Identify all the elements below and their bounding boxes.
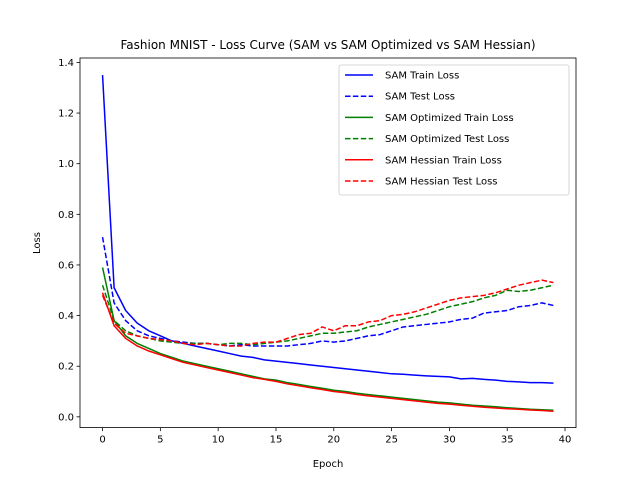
x-tick-label: 15 (270, 435, 283, 446)
series-layer (101, 75, 554, 413)
x-tick-label: 20 (327, 435, 340, 446)
x-tick-label: 10 (212, 435, 225, 446)
legend-label-sam-hessian-train-loss: SAM Hessian Train Loss (385, 155, 502, 166)
axes-frame (79, 57, 577, 429)
y-tick-label: 0.0 (58, 412, 74, 423)
x-tick-label: 25 (385, 435, 398, 446)
legend-label-sam-optimized-train-loss: SAM Optimized Train Loss (385, 113, 514, 124)
y-tick-label: 0.4 (58, 311, 74, 322)
series-line-sam-hessian-test-loss (101, 279, 554, 347)
x-tick-label: 30 (443, 435, 456, 446)
plot-area: 0 5 10 15 20 25 30 35 40 0.0 0.2 0.4 0.6 0.8 1.0 1.2 1.… (58, 57, 577, 446)
legend: SAM Train Loss SAM Test Loss SAM Optimized… (338, 64, 570, 196)
legend-box (338, 64, 570, 196)
y-axis-label: Loss (32, 232, 43, 254)
legend-label-sam-test-loss: SAM Test Loss (385, 92, 455, 103)
series-line-sam-optimized-train-loss (101, 267, 554, 412)
y-tick-label: 1.2 (58, 109, 74, 120)
x-tick-label: 0 (99, 435, 105, 446)
x-axis-label: Epoch (313, 459, 344, 470)
legend-label-sam-train-loss: SAM Train Loss (385, 71, 459, 82)
y-tick-label: 1.4 (58, 58, 74, 69)
legend-items: SAM Train Loss SAM Test Loss SAM Optimized… (345, 71, 514, 188)
y-tick-label: 0.2 (58, 362, 74, 373)
x-tick-label: 40 (559, 435, 572, 446)
legend-label-sam-optimized-test-loss: SAM Optimized Test Loss (385, 134, 509, 145)
y-axis-ticks: 0.0 0.2 0.4 0.6 0.8 1.0 1.2 1.4 (58, 58, 80, 423)
y-tick-label: 0.6 (58, 260, 74, 271)
y-tick-label: 1.0 (58, 159, 74, 170)
y-tick-label: 0.8 (58, 210, 74, 221)
x-axis-ticks: 0 5 10 15 20 25 30 35 40 (99, 427, 572, 446)
x-tick-label: 35 (501, 435, 514, 446)
x-tick-label: 5 (157, 435, 163, 446)
series-line-sam-hessian-train-loss (101, 292, 554, 413)
legend-label-sam-hessian-test-loss: SAM Hessian Test Loss (385, 177, 498, 188)
chart-title: Fashion MNIST - Loss Curve (SAM vs SAM O… (120, 38, 535, 52)
